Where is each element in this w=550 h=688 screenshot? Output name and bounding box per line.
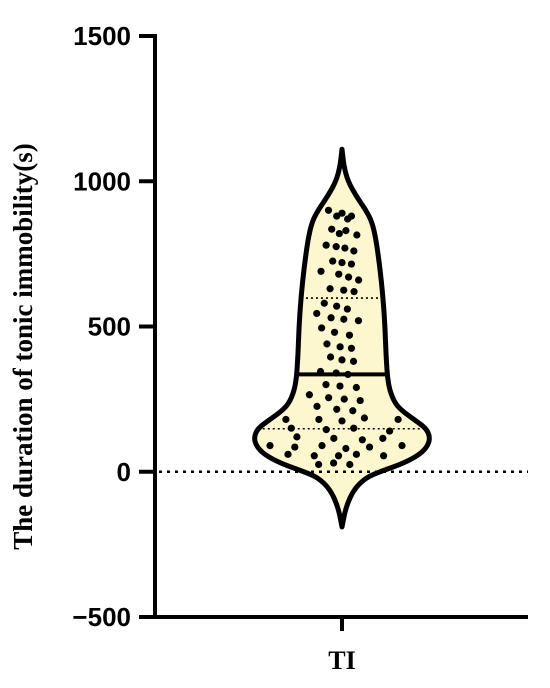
y-tick-label: 1500 [73, 21, 131, 51]
data-point [338, 258, 346, 267]
data-point [355, 276, 363, 284]
data-point [344, 370, 352, 379]
data-point [332, 243, 340, 251]
data-point [346, 460, 354, 469]
data-point [335, 270, 343, 278]
data-point [322, 241, 330, 249]
data-point [340, 315, 348, 323]
y-ticks: −500 0 500 1000 1500 [72, 21, 155, 632]
y-axis: −500 0 500 1000 1500 [72, 21, 157, 632]
data-point [349, 357, 358, 365]
violin-body [252, 146, 432, 530]
data-point [358, 436, 366, 444]
data-point [330, 328, 339, 336]
data-point [343, 305, 351, 313]
data-point [344, 273, 353, 281]
data-point [325, 394, 333, 402]
data-point [350, 288, 358, 296]
data-point [350, 247, 358, 255]
data-point [320, 299, 328, 307]
data-point [394, 415, 402, 424]
data-point [330, 459, 338, 467]
data-point [330, 434, 338, 442]
data-point [266, 442, 274, 450]
data-point [322, 426, 330, 434]
data-point [342, 227, 350, 235]
data-point [326, 353, 335, 361]
violin-group [252, 146, 432, 530]
data-point [316, 367, 325, 376]
y-tick-label: 500 [88, 312, 131, 342]
data-point [287, 424, 295, 432]
data-point [379, 434, 387, 442]
data-point [313, 402, 321, 410]
data-point [328, 225, 336, 233]
data-point [345, 331, 354, 339]
data-point [315, 415, 323, 424]
data-point [352, 383, 360, 392]
data-point [356, 396, 364, 405]
data-point [365, 443, 374, 451]
data-point [347, 260, 356, 268]
data-point [333, 212, 341, 220]
data-point [334, 452, 343, 460]
data-point [338, 209, 346, 217]
y-axis-title: The duration of tonic immobility(s) [8, 143, 38, 550]
data-point [318, 324, 326, 332]
y-tick-label: 1000 [73, 166, 131, 196]
data-point [380, 452, 388, 460]
data-point [342, 444, 350, 453]
data-point [336, 382, 344, 390]
data-point [305, 391, 313, 399]
y-tick-label: 0 [117, 457, 131, 487]
data-point [326, 285, 334, 293]
x-category-label-ti: TI [328, 646, 355, 675]
data-point [360, 414, 368, 422]
data-point [323, 340, 331, 348]
data-point [329, 257, 337, 265]
data-point [332, 369, 340, 377]
data-point [310, 452, 318, 460]
x-axis: TI [153, 615, 528, 675]
data-point [335, 229, 343, 238]
data-point [333, 405, 341, 413]
data-point [340, 395, 348, 403]
y-tick-label: −500 [72, 602, 131, 632]
data-point [315, 460, 323, 469]
data-point [347, 212, 356, 220]
data-point [333, 302, 341, 310]
data-point [386, 427, 394, 435]
data-point [340, 286, 348, 294]
data-point [282, 415, 290, 424]
data-point [318, 442, 326, 450]
data-point [313, 309, 321, 318]
data-point [349, 407, 357, 415]
data-point [291, 443, 299, 451]
data-point [317, 267, 325, 275]
data-point [293, 433, 301, 441]
data-point [352, 450, 360, 458]
data-point [284, 450, 292, 458]
data-point [327, 314, 335, 322]
data-point [338, 417, 346, 425]
data-point [341, 244, 349, 252]
data-point [347, 344, 356, 352]
data-point [322, 381, 330, 389]
data-point [336, 343, 344, 351]
data-point [338, 356, 346, 364]
data-point [324, 206, 333, 214]
data-points [266, 206, 406, 469]
data-point [350, 424, 358, 432]
data-point [353, 231, 361, 239]
data-point [354, 317, 363, 325]
data-point [398, 442, 406, 450]
